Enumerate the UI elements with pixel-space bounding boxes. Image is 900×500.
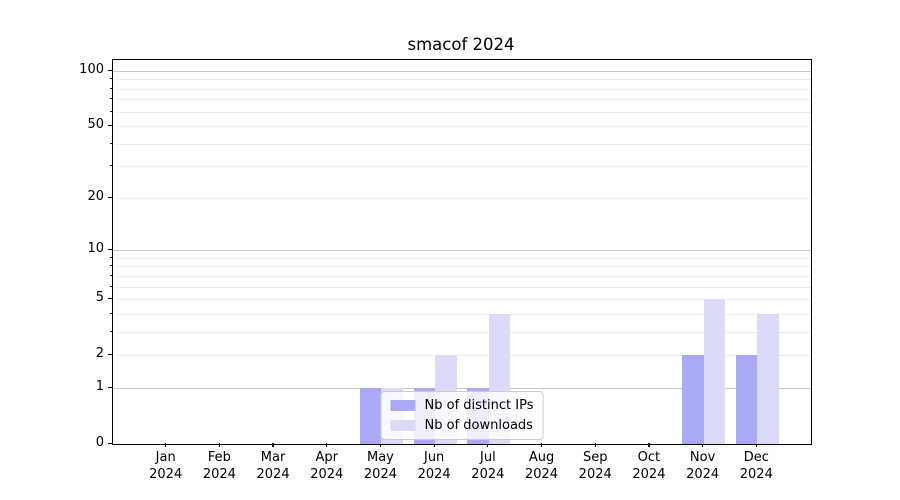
x-axis-tick [165,443,167,447]
x-tick-label: Nov 2024 [686,450,720,482]
y-axis-tick [108,443,112,445]
x-tick-label: Jan 2024 [149,450,183,482]
x-tick-label: Oct 2024 [632,450,666,482]
y-axis-tick [108,386,112,389]
y-axis-minor-tick [109,98,112,100]
x-tick-label: Jul 2024 [471,450,505,482]
y-tick-label: 5 [95,290,104,306]
gridline-minor [113,166,811,168]
gridline-minor [113,299,811,301]
x-tick-label: Aug 2024 [524,450,559,482]
gridline-minor [113,355,811,357]
gridline-minor [113,313,811,315]
x-axis-tick [433,443,435,447]
y-tick-label: 0 [95,435,104,450]
gridline-minor [113,197,811,199]
y-axis-minor-tick [109,256,112,258]
y-axis-minor-tick [109,78,112,80]
gridline-minor [113,126,811,128]
bar-distinct-ips [735,355,758,444]
chart-title: smacof 2024 [407,35,515,54]
y-axis-minor-tick [109,265,112,267]
gridline-major [113,250,811,252]
y-axis-tick [108,125,112,127]
legend-swatch [390,420,416,431]
gridline-minor [113,286,811,288]
y-tick-label: 50 [87,117,104,133]
gridline-minor [113,331,811,333]
y-axis-tick [108,249,112,251]
y-axis-tick [108,354,112,356]
x-axis-tick [594,443,596,447]
gridline-minor [113,266,811,268]
legend-item: Nb of distinct IPs [390,398,534,413]
gridline-minor [113,275,811,277]
x-axis-tick [648,443,650,447]
gridline-major [113,71,811,72]
bar-downloads [703,299,726,444]
y-tick-label: 1 [95,378,104,394]
y-axis-tick [108,70,112,72]
y-axis-minor-tick [109,142,112,144]
y-axis-minor-tick [109,87,112,89]
legend-swatch [390,400,416,411]
x-tick-label: Feb 2024 [202,450,236,482]
gridline-minor [113,99,811,101]
y-tick-label: 20 [87,188,104,204]
x-axis-tick [540,443,543,447]
y-axis-tick [108,196,112,199]
gridline-minor [113,143,811,145]
y-tick-label: 100 [79,62,104,77]
bar-distinct-ips [359,387,382,444]
y-axis-minor-tick [109,285,112,287]
legend: Nb of distinct IPs Nb of downloads [380,391,544,440]
x-axis-tick [379,443,382,447]
gridline-minor [113,79,811,81]
x-tick-label: Jun 2024 [417,450,451,482]
legend-item: Nb of downloads [390,418,534,433]
x-tick-label: Sep 2024 [578,450,612,482]
gridline-minor [113,257,811,259]
x-tick-label: Dec 2024 [739,450,773,482]
y-axis-minor-tick [109,330,112,332]
plot-area: Nb of distinct IPs Nb of downloads [112,59,812,445]
x-tick-label: Mar 2024 [256,450,290,482]
x-axis-tick [487,443,489,447]
y-axis-minor-tick [109,110,112,112]
y-axis-tick [108,298,112,300]
x-axis-tick [755,443,757,447]
y-axis-minor-tick [109,312,112,314]
y-tick-label: 10 [87,241,104,257]
legend-label: Nb of distinct IPs [424,398,534,413]
gridline-minor [113,88,811,90]
bar-distinct-ips [682,355,704,444]
legend-label: Nb of downloads [424,418,533,433]
gridline-major [113,387,811,389]
x-tick-label: May 2024 [363,450,397,482]
x-axis-tick [272,443,274,447]
x-tick-label: Apr 2024 [310,450,344,482]
y-axis-minor-tick [109,274,112,276]
bar-downloads [757,313,779,444]
x-axis-tick [702,443,704,447]
gridline-minor [113,111,811,113]
y-tick-label: 2 [95,346,104,362]
x-axis-tick [326,443,328,447]
y-axis-minor-tick [109,165,112,167]
x-axis-tick [218,443,220,447]
